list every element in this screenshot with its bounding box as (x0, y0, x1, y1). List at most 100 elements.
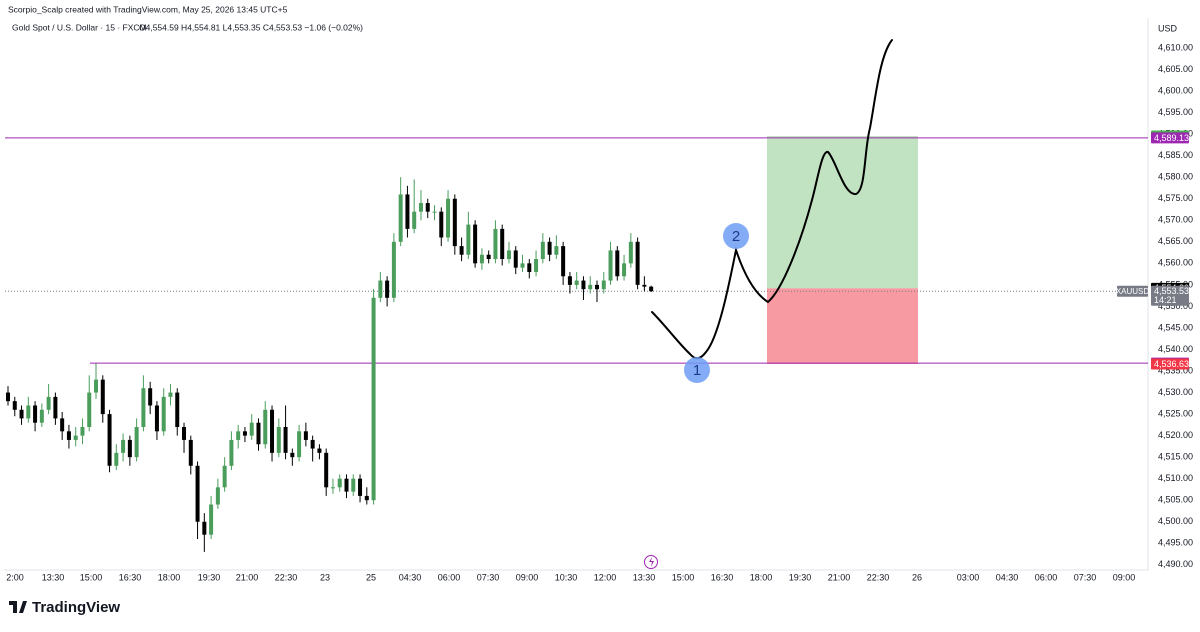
projection-drawing (651, 39, 893, 360)
candle-body (594, 284, 599, 290)
candle-body (53, 396, 58, 419)
candle-body (486, 254, 491, 260)
header: Scorpio_Scalp created with TradingView.c… (8, 4, 288, 14)
candle-body (229, 439, 234, 466)
candle-body (330, 487, 335, 489)
candle-body (642, 284, 647, 287)
candle-body (432, 211, 437, 213)
candle-body (94, 379, 99, 393)
x-tick-label: 16:30 (119, 572, 142, 582)
candle-body (175, 392, 180, 428)
price-tag (1151, 358, 1189, 370)
brand-logo: TradingView (9, 599, 120, 616)
candle-body (263, 409, 268, 445)
x-tick-label: 04:30 (399, 572, 422, 582)
candle-body (249, 422, 254, 436)
candle-body (33, 405, 38, 423)
ohlc-legend: O4,554.59 H4,554.81 L4,553.35 C4,553.53 … (139, 22, 363, 32)
symbol-title: Gold Spot / U.S. Dollar · 15 · FXCM (12, 22, 147, 32)
candle-body (554, 246, 559, 255)
x-tick-label: 13:30 (633, 572, 656, 582)
candle-body (567, 276, 572, 285)
candle-body (154, 405, 159, 432)
candle-body (303, 431, 308, 440)
y-tick-label: 4,530.00 (1158, 387, 1193, 397)
x-tick-label: 18:00 (750, 572, 773, 582)
y-tick-label: 4,580.00 (1158, 172, 1193, 182)
x-tick-label: 22:30 (867, 572, 890, 582)
profit-zone (767, 135, 918, 289)
x-tick-label: 09:00 (1113, 572, 1136, 582)
y-tick-label: 4,610.00 (1158, 42, 1193, 52)
currency: USD (1158, 23, 1178, 33)
candle-body (466, 224, 471, 255)
candle-body (121, 439, 126, 453)
x-tick-label: 13:30 (42, 572, 65, 582)
candle-body (398, 194, 403, 242)
x-tick-label: 03:00 (957, 572, 980, 582)
y-tick-label: 4,495.00 (1158, 538, 1193, 548)
x-tick-label: 09:00 (516, 572, 539, 582)
x-tick-label: 07:30 (1074, 572, 1097, 582)
annotation-marker (684, 357, 710, 383)
candle-body (39, 409, 44, 423)
x-tick-label: 15:00 (80, 572, 103, 582)
candle-body (297, 431, 302, 458)
brand: TradingView (32, 599, 120, 616)
candle-body (446, 198, 451, 238)
price-tag (1151, 132, 1189, 144)
x-tick-label: 12:00 (594, 572, 617, 582)
candle-body (615, 250, 620, 277)
candle-body (622, 263, 627, 277)
event-icon (644, 555, 658, 569)
candle-body (391, 241, 396, 298)
y-tick-label: 4,515.00 (1158, 452, 1193, 462)
candle-body (493, 228, 498, 260)
candle-body (520, 263, 525, 268)
candle-body (114, 452, 119, 466)
y-tick-label: 4,525.00 (1158, 408, 1193, 418)
candle-body (561, 246, 566, 277)
candle-body (459, 246, 464, 255)
candle-body (439, 211, 444, 238)
candle-body (290, 452, 295, 458)
price-tag-label: 4,589.13 (1154, 133, 1189, 143)
candle-body (270, 409, 275, 453)
y-tick-label: 4,490.00 (1158, 559, 1193, 569)
x-tick-label: 23 (320, 572, 330, 582)
y-tick-label: 4,565.00 (1158, 236, 1193, 246)
candles (6, 177, 654, 552)
price-tag (1151, 285, 1189, 306)
candle-body (574, 280, 579, 285)
y-tick-label: 4,575.00 (1158, 193, 1193, 203)
y-tick-label: 4,560.00 (1158, 258, 1193, 268)
candle-body (66, 431, 71, 440)
candle-body (209, 504, 214, 535)
candle-body (608, 250, 613, 281)
y-tick-label: 4,585.00 (1158, 150, 1193, 160)
candle-body (12, 401, 17, 410)
candle-body (256, 422, 261, 445)
x-tick-label: 2:00 (6, 572, 24, 582)
candle-body (222, 465, 227, 488)
loss-zone (767, 288, 918, 364)
x-tick-label: 21:00 (828, 572, 851, 582)
annotation-label: 1 (693, 362, 701, 379)
x-tick-label: 19:30 (789, 572, 812, 582)
candle-body (242, 431, 247, 436)
candle-body (310, 439, 315, 449)
candle-body (182, 427, 187, 440)
candle-body (452, 198, 457, 247)
x-tick-label: 22:30 (275, 572, 298, 582)
candle-body (134, 427, 139, 458)
candle-body (628, 241, 633, 264)
candle-body (473, 224, 478, 264)
candle-body (534, 259, 539, 272)
y-tick-label: 4,500.00 (1158, 516, 1193, 526)
candle-body (283, 427, 288, 453)
x-tick-label: 06:00 (1035, 572, 1058, 582)
candle-body (479, 254, 484, 264)
x-tick-label: 21:00 (236, 572, 259, 582)
candle-body (405, 194, 410, 229)
